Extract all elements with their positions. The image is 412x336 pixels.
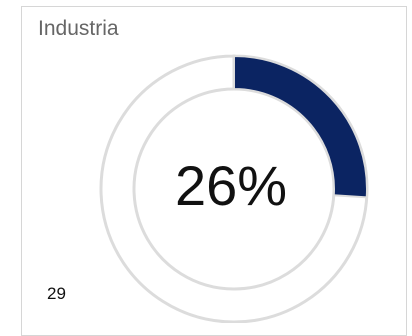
record-count: 29	[47, 284, 66, 303]
donut-remaining-segment	[99, 54, 369, 323]
donut-chart: 26%	[99, 54, 369, 323]
center-value-label: 26%	[175, 154, 287, 217]
card-title: Industria	[38, 17, 119, 40]
donut-value-segment	[233, 54, 368, 199]
donut-layer	[99, 54, 369, 323]
